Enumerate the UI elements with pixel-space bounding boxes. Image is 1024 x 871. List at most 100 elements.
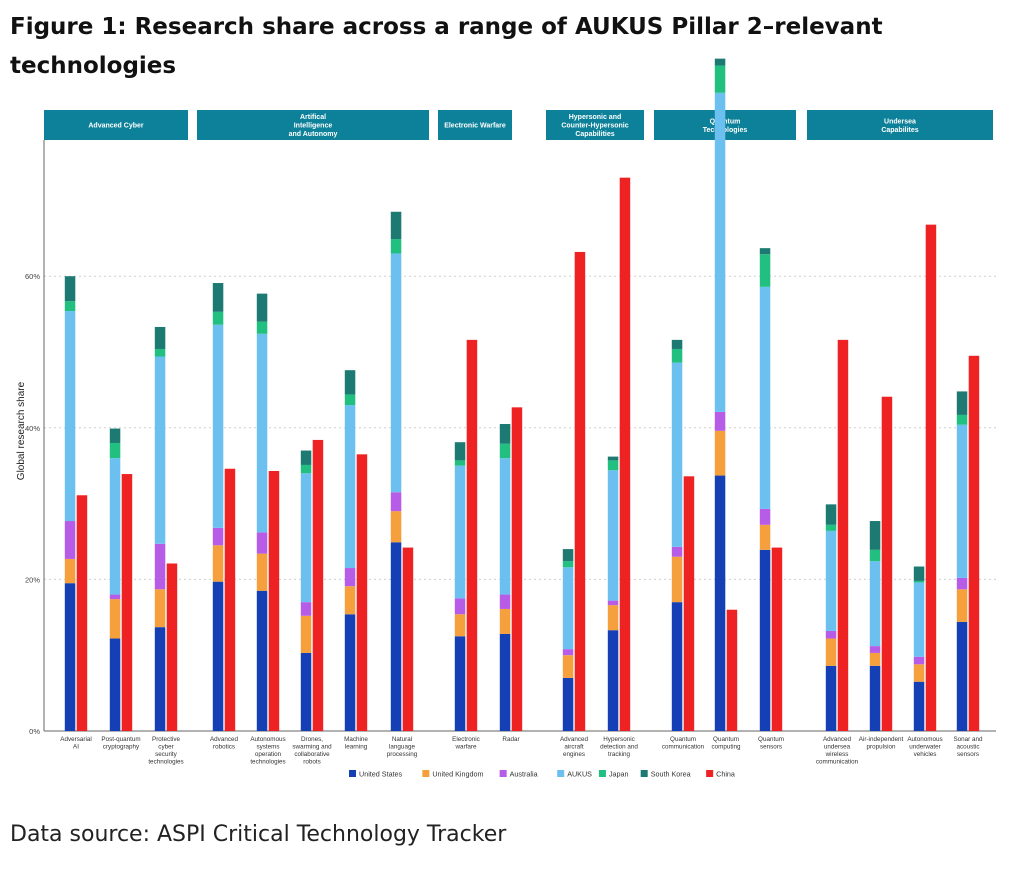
bar-united-kingdom-machine-learning <box>344 586 356 615</box>
bar-united-kingdom-hypersonic-detection-and-tracking <box>607 605 619 631</box>
bar-united-kingdom-electronic-warfare <box>454 614 466 637</box>
bar-japan-radar <box>499 443 511 459</box>
category-label: Machine learning <box>344 736 368 751</box>
legend-label: Japan <box>609 770 629 779</box>
bar-china-drones-swarming-and-collaborative-robots <box>312 439 324 731</box>
bar-aukus-quantum-sensors <box>759 286 771 509</box>
legend-swatch-south-korea <box>640 770 648 777</box>
bar-china-advanced-undersea-wireless-communication <box>837 339 849 731</box>
bar-south-korea-adversarial-ai <box>64 276 76 302</box>
bar-china-protective-cyber-security-technologies <box>166 563 178 731</box>
bar-japan-quantum-sensors <box>759 254 771 287</box>
bar-south-korea-post-quantum-cryptography <box>109 428 121 443</box>
category-label: Advanced aircraft engines <box>560 736 589 758</box>
bar-south-korea-autonomous-underwater-vehicles <box>913 566 925 581</box>
bar-united-states-air-independent-propulsion <box>869 665 881 731</box>
panel-title: Artifical Intelligence and Autonomy <box>289 114 338 138</box>
bar-japan-air-independent-propulsion <box>869 549 881 562</box>
panel-header-hypersonic-and-counter-hypersonic-capabilities <box>546 110 644 140</box>
bar-united-kingdom-advanced-undersea-wireless-communication <box>825 638 837 666</box>
legend-label: United Kingdom <box>432 770 483 779</box>
bar-australia-hypersonic-detection-and-tracking <box>607 600 619 606</box>
bar-australia-sonar-and-acoustic-sensors <box>956 577 968 590</box>
bar-united-states-advanced-robotics <box>212 581 224 731</box>
bar-united-kingdom-quantum-computing <box>714 430 726 476</box>
bar-south-korea-electronic-warfare <box>454 442 466 461</box>
bar-united-states-sonar-and-acoustic-sensors <box>956 621 968 731</box>
bar-united-kingdom-quantum-sensors <box>759 524 771 550</box>
legend-label: Australia <box>510 770 538 779</box>
bar-south-korea-autonomous-systems-operation-technologies <box>256 293 268 322</box>
bar-united-kingdom-sonar-and-acoustic-sensors <box>956 589 968 622</box>
bar-japan-electronic-warfare <box>454 460 466 466</box>
bar-united-states-drones-swarming-and-collaborative-robots <box>300 652 312 731</box>
bar-united-kingdom-autonomous-underwater-vehicles <box>913 664 925 682</box>
y-tick-label: 40% <box>25 424 40 433</box>
bar-united-states-adversarial-ai <box>64 583 76 731</box>
bar-united-states-quantum-sensors <box>759 549 771 731</box>
y-tick-label: 20% <box>25 575 40 584</box>
bar-aukus-air-independent-propulsion <box>869 561 881 647</box>
bar-south-korea-natural-language-processing <box>390 211 402 240</box>
bar-japan-quantum-communication <box>671 348 683 363</box>
bar-japan-hypersonic-detection-and-tracking <box>607 460 619 471</box>
bar-south-korea-quantum-communication <box>671 339 683 349</box>
bar-united-states-radar <box>499 633 511 731</box>
bar-aukus-hypersonic-detection-and-tracking <box>607 470 619 601</box>
bar-united-states-advanced-undersea-wireless-communication <box>825 665 837 731</box>
bar-south-korea-quantum-sensors <box>759 248 771 255</box>
bar-united-kingdom-advanced-aircraft-engines <box>562 655 574 678</box>
bar-south-korea-protective-cyber-security-technologies <box>154 326 166 349</box>
bar-australia-air-independent-propulsion <box>869 646 881 653</box>
bar-united-states-electronic-warfare <box>454 636 466 731</box>
bar-australia-post-quantum-cryptography <box>109 594 121 600</box>
bar-australia-natural-language-processing <box>390 492 402 512</box>
bar-australia-adversarial-ai <box>64 521 76 559</box>
bar-china-hypersonic-detection-and-tracking <box>619 177 631 731</box>
bar-united-states-natural-language-processing <box>390 542 402 731</box>
legend-swatch-australia <box>499 770 507 777</box>
bar-aukus-advanced-undersea-wireless-communication <box>825 530 837 631</box>
legend-label: China <box>716 770 735 779</box>
bar-australia-advanced-aircraft-engines <box>562 649 574 656</box>
bar-japan-sonar-and-acoustic-sensors <box>956 414 968 425</box>
bar-south-korea-air-independent-propulsion <box>869 521 881 550</box>
bar-japan-autonomous-systems-operation-technologies <box>256 321 268 334</box>
category-label: Adversarial AI <box>60 736 92 751</box>
bars <box>64 58 980 731</box>
category-label: Autonomous underwater vehicles <box>907 736 942 758</box>
bar-united-states-hypersonic-detection-and-tracking <box>607 630 619 731</box>
bar-south-korea-machine-learning <box>344 370 356 395</box>
bar-aukus-drones-swarming-and-collaborative-robots <box>300 473 312 603</box>
bar-aukus-protective-cyber-security-technologies <box>154 356 166 544</box>
category-label: Electronic warfare <box>452 736 480 751</box>
bar-japan-adversarial-ai <box>64 301 76 312</box>
bar-china-sonar-and-acoustic-sensors <box>968 355 980 731</box>
bar-china-electronic-warfare <box>466 339 478 731</box>
bar-united-states-quantum-communication <box>671 602 683 731</box>
category-labels: Adversarial AI Post-quantum cryptography Pro… <box>60 736 983 766</box>
category-label: Advanced undersea wireless communication <box>816 736 859 766</box>
bar-china-natural-language-processing <box>402 547 414 731</box>
bar-aukus-autonomous-underwater-vehicles <box>913 582 925 657</box>
bar-south-korea-advanced-undersea-wireless-communication <box>825 504 837 525</box>
bar-aukus-autonomous-systems-operation-technologies <box>256 333 268 533</box>
bar-japan-machine-learning <box>344 394 356 406</box>
panel-header-electronic-warfare <box>438 110 512 140</box>
bar-aukus-natural-language-processing <box>390 253 402 493</box>
bar-australia-advanced-undersea-wireless-communication <box>825 630 837 639</box>
bar-united-kingdom-autonomous-systems-operation-technologies <box>256 553 268 591</box>
bar-south-korea-drones-swarming-and-collaborative-robots <box>300 450 312 465</box>
figure-title: Figure 1: Research share across a range … <box>10 14 883 79</box>
bar-china-air-independent-propulsion <box>881 396 893 731</box>
bar-japan-advanced-undersea-wireless-communication <box>825 524 837 531</box>
legend-label: South Korea <box>651 770 691 779</box>
legend-swatch-united-states <box>349 770 356 777</box>
bar-aukus-radar <box>499 458 511 595</box>
y-tick-label: 60% <box>25 272 40 281</box>
bar-japan-advanced-aircraft-engines <box>562 561 574 568</box>
bar-united-states-autonomous-systems-operation-technologies <box>256 590 268 731</box>
bar-aukus-adversarial-ai <box>64 311 76 522</box>
bar-united-kingdom-advanced-robotics <box>212 545 224 582</box>
